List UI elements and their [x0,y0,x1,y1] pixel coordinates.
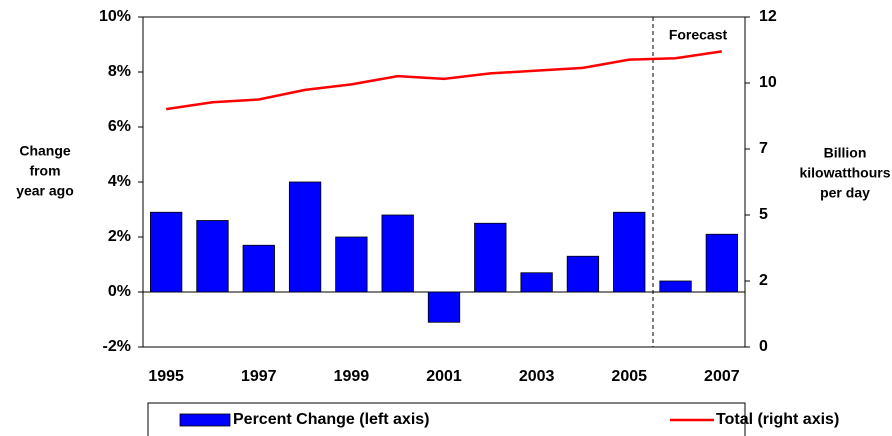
y-tick-label: -2% [103,338,131,355]
bar [242,244,275,293]
x-tick-label: 2007 [704,368,740,385]
x-tick-label: 1997 [241,368,277,385]
y-axis-label: from [29,163,60,179]
x-tick-label: 2005 [611,368,647,385]
bar [381,214,414,293]
bar [520,272,553,293]
annotation: Forecast [669,27,728,43]
bar [659,280,692,293]
bar [566,255,600,293]
y2-tick-label: 5 [759,206,768,223]
y-axis-label: Change [19,143,71,159]
legend-box [147,402,746,436]
y2-axis-label: Billion [824,145,867,161]
y-axis-label: year ago [16,183,74,199]
bar [150,211,183,293]
legend-label: Percent Change (left axis) [233,411,430,428]
bar [196,220,229,293]
legend-label: Total (right axis) [716,411,839,428]
y-tick-label: 6% [108,118,131,135]
y2-axis-label: per day [820,185,870,201]
y-tick-label: 10% [99,8,131,25]
y-tick-label: 4% [108,173,131,190]
bar [288,181,322,293]
y2-axis-label: kilowatthours [799,165,890,181]
y2-tick-label: 2 [759,272,768,289]
x-tick-label: 1999 [334,368,370,385]
x-tick-label: 2001 [426,368,462,385]
y2-tick-label: 7 [759,140,768,157]
line [165,50,723,111]
x-tick-label: 2003 [519,368,555,385]
x-tick-label: 1995 [148,368,184,385]
bar [705,233,738,293]
y2-tick-label: 10 [759,74,777,91]
bar [474,222,507,293]
y-tick-label: 0% [108,283,131,300]
y2-tick-label: 12 [759,8,777,25]
bar [335,236,368,293]
y2-tick-label: 0 [759,338,768,355]
y-tick-label: 8% [108,63,131,80]
legend-swatch [179,413,231,427]
bar [427,291,461,323]
y-tick-label: 2% [108,228,131,245]
bar [613,211,646,293]
